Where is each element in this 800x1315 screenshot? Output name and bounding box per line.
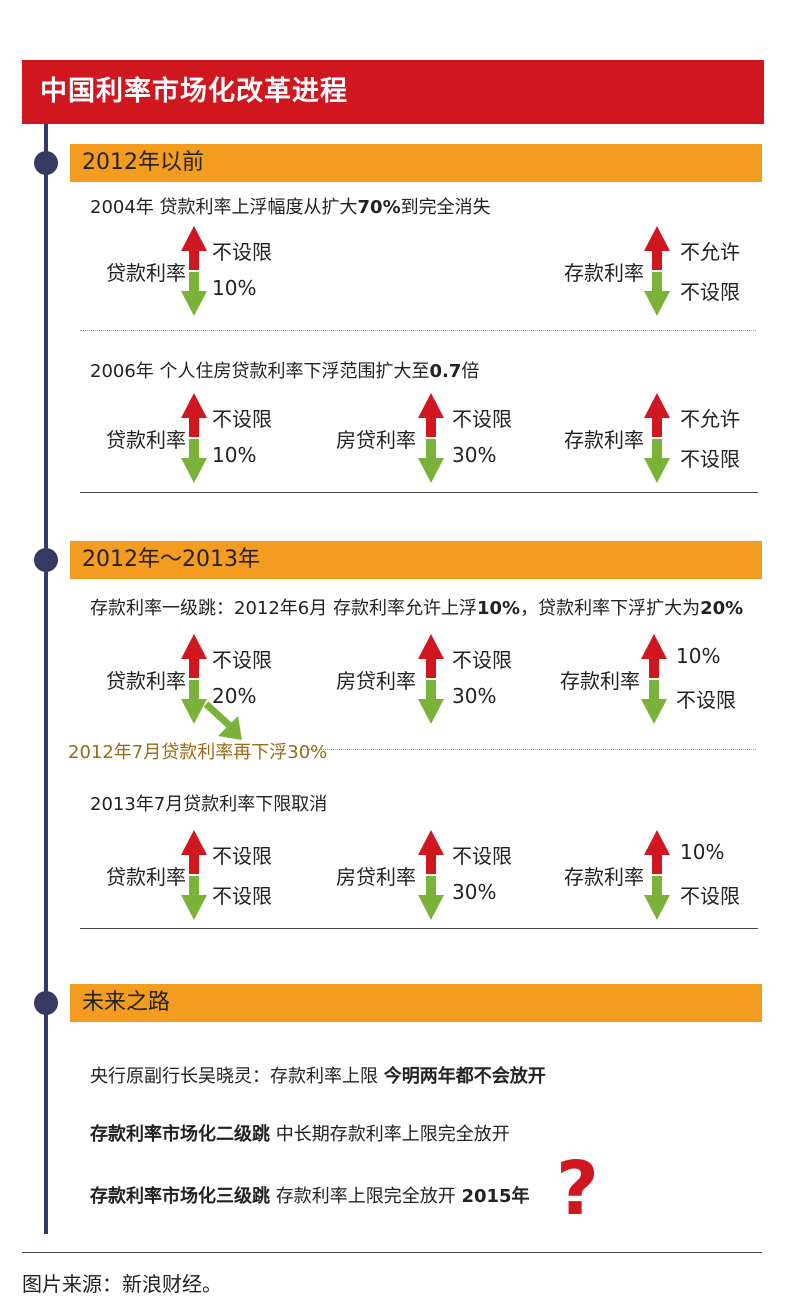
- lower-bound-value: 不设限: [680, 447, 740, 471]
- updown-arrow-icon: [643, 226, 671, 320]
- diagonal-down-arrow-icon: [203, 701, 242, 740]
- deposit-rate-label: 存款利率: [564, 865, 644, 889]
- updown-arrow-icon: [180, 226, 208, 320]
- lower-bound-value: 10%: [212, 443, 257, 467]
- event-2006: 2006年 个人住房贷款利率下浮范围扩大至0.7倍: [90, 361, 480, 382]
- divider: [300, 749, 756, 750]
- footer-divider: [22, 1252, 762, 1253]
- updown-arrow-icon: [417, 393, 445, 487]
- source-caption: 图片来源：新浪财经。: [22, 1272, 222, 1296]
- note-2012-july: 2012年7月贷款利率再下浮30%: [68, 742, 328, 763]
- lower-bound-value: 30%: [452, 684, 497, 708]
- loan-rate-label: 贷款利率: [106, 261, 186, 285]
- updown-arrow-icon: [417, 634, 445, 728]
- upper-bound-value: 不设限: [452, 844, 512, 868]
- updown-arrow-icon: [180, 634, 208, 728]
- section-header-2012-2013: 2012年～2013年: [70, 541, 762, 579]
- lower-bound-value: 30%: [452, 443, 497, 467]
- upper-bound-value: 10%: [676, 644, 721, 668]
- question-mark-icon: ?: [556, 1146, 599, 1232]
- timeline-dot: [34, 991, 58, 1015]
- mortgage-rate-label: 房贷利率: [336, 428, 416, 452]
- upper-bound-value: 不允许: [680, 240, 740, 264]
- future-line-1: 央行原副行长吴晓灵：存款利率上限 今明两年都不会放开: [90, 1066, 546, 1087]
- lower-bound-value: 10%: [212, 276, 257, 300]
- lower-bound-value: 不设限: [212, 884, 272, 908]
- mortgage-rate-label: 房贷利率: [336, 669, 416, 693]
- lower-bound-value: 30%: [452, 880, 497, 904]
- updown-arrow-icon: [640, 634, 668, 728]
- upper-bound-value: 不设限: [212, 844, 272, 868]
- divider: [80, 928, 758, 929]
- updown-arrow-icon: [417, 830, 445, 924]
- updown-arrow-icon: [180, 393, 208, 487]
- upper-bound-value: 不设限: [212, 648, 272, 672]
- future-line-2: 存款利率市场化二级跳 中长期存款利率上限完全放开: [90, 1124, 510, 1145]
- timeline-dot: [34, 548, 58, 572]
- event-2013-july: 2013年7月贷款利率下限取消: [90, 794, 328, 815]
- timeline-line: [44, 124, 48, 1234]
- loan-rate-label: 贷款利率: [106, 669, 186, 693]
- deposit-rate-label: 存款利率: [564, 428, 644, 452]
- loan-rate-label: 贷款利率: [106, 428, 186, 452]
- upper-bound-value: 不设限: [212, 407, 272, 431]
- section-header-future: 未来之路: [70, 984, 762, 1022]
- upper-bound-value: 不设限: [212, 240, 272, 264]
- upper-bound-value: 不设限: [452, 648, 512, 672]
- page-title: 中国利率市场化改革进程: [22, 60, 764, 124]
- deposit-rate-label: 存款利率: [564, 261, 644, 285]
- upper-bound-value: 不允许: [680, 407, 740, 431]
- upper-bound-value: 10%: [680, 840, 725, 864]
- updown-arrow-icon: [643, 830, 671, 924]
- mortgage-rate-label: 房贷利率: [336, 865, 416, 889]
- upper-bound-value: 不设限: [452, 407, 512, 431]
- event-2004: 2004年 贷款利率上浮幅度从扩大70%到完全消失: [90, 197, 491, 218]
- updown-arrow-icon: [180, 830, 208, 924]
- lower-bound-value: 不设限: [676, 688, 736, 712]
- updown-arrow-icon: [643, 393, 671, 487]
- divider: [80, 330, 756, 331]
- section-header-before-2012: 2012年以前: [70, 144, 762, 182]
- lower-bound-value: 20%: [212, 684, 257, 708]
- timeline-dot: [34, 151, 58, 175]
- lower-bound-value: 不设限: [680, 884, 740, 908]
- event-2012-june: 存款利率一级跳：2012年6月 存款利率允许上浮10%，贷款利率下浮扩大为20%: [90, 598, 744, 619]
- divider: [80, 492, 758, 493]
- loan-rate-label: 贷款利率: [106, 865, 186, 889]
- deposit-rate-label: 存款利率: [560, 669, 640, 693]
- future-line-3: 存款利率市场化三级跳 存款利率上限完全放开 2015年: [90, 1186, 530, 1207]
- lower-bound-value: 不设限: [680, 280, 740, 304]
